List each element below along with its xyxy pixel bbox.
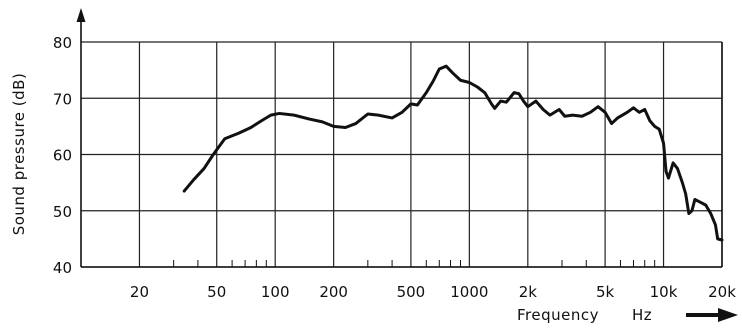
y-tick-label: 80 — [53, 34, 72, 52]
y-tick-label: 50 — [53, 203, 72, 221]
y-tick-label: 70 — [53, 90, 72, 108]
x-tick-label: 5k — [596, 283, 615, 301]
x-tick-label: 500 — [397, 283, 426, 301]
x-axis-label: Frequency — [517, 306, 599, 324]
x-tick-label: 100 — [261, 283, 290, 301]
tick-layer: 40 50 60 70 80 20 50 100 200 500 1000 2k 5k 10k 20k — [53, 34, 736, 301]
x-tick-label: 2k — [519, 283, 538, 301]
y-tick-label: 40 — [53, 259, 72, 277]
grid-layer — [80, 41, 723, 268]
series-line — [182, 64, 724, 242]
y-tick-label: 60 — [53, 147, 72, 165]
x-tick-label: 1000 — [450, 283, 488, 301]
y-axis-label: Sound pressure (dB) — [10, 73, 28, 236]
x-tick-label: 10k — [650, 283, 678, 301]
x-tick-label: 20 — [130, 283, 149, 301]
x-tick-label: 50 — [207, 283, 226, 301]
x-axis-arrow-icon — [686, 308, 738, 322]
x-axis-unit: Hz — [632, 306, 652, 324]
x-tick-label: 20k — [708, 283, 736, 301]
x-tick-label: 200 — [319, 283, 348, 301]
y-axis-arrow-icon — [76, 8, 86, 22]
